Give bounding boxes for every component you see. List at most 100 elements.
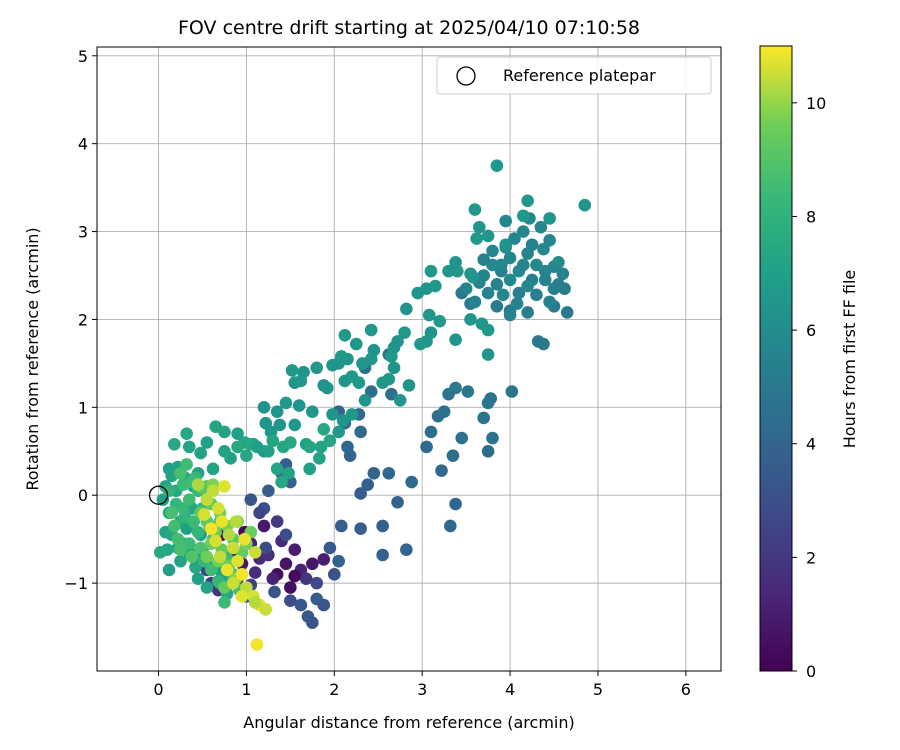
data-point xyxy=(279,557,293,571)
data-point xyxy=(424,264,438,278)
data-point xyxy=(516,225,530,238)
data-point xyxy=(180,458,193,471)
x-tick-label: 6 xyxy=(681,680,691,699)
data-point xyxy=(466,270,480,284)
data-point xyxy=(449,333,462,346)
data-point xyxy=(543,295,556,309)
data-point xyxy=(400,302,413,316)
data-point xyxy=(437,405,451,419)
data-point xyxy=(405,475,418,489)
data-point xyxy=(376,376,389,390)
y-axis-ticks: −1 0 1 2 3 4 5 xyxy=(64,47,97,593)
data-point xyxy=(367,343,381,357)
y-axis-label: Rotation from reference (arcmin) xyxy=(23,227,42,490)
data-point xyxy=(326,408,339,421)
data-point xyxy=(213,550,227,564)
data-point xyxy=(503,251,517,265)
data-point xyxy=(505,385,519,398)
data-point xyxy=(525,238,539,252)
data-point xyxy=(444,519,457,533)
data-point xyxy=(446,449,460,462)
data-point xyxy=(494,258,508,272)
data-point xyxy=(244,493,258,506)
data-point xyxy=(306,616,319,629)
data-point xyxy=(459,282,473,295)
data-point xyxy=(200,493,214,506)
data-point xyxy=(306,557,319,571)
data-point xyxy=(481,396,495,410)
data-point xyxy=(211,502,225,515)
data-point xyxy=(182,493,196,506)
data-point xyxy=(508,232,521,245)
data-point xyxy=(464,313,477,326)
data-point xyxy=(354,522,367,535)
data-point xyxy=(156,493,170,506)
data-point xyxy=(385,387,398,401)
data-point xyxy=(503,308,517,322)
data-point xyxy=(270,515,284,528)
legend: Reference platepar xyxy=(436,56,712,95)
data-point xyxy=(429,279,442,293)
data-point xyxy=(204,563,218,577)
colorbar-tick-label: 0 xyxy=(806,662,816,681)
data-point xyxy=(361,478,374,491)
data-point xyxy=(411,286,425,300)
data-point xyxy=(345,370,359,383)
x-tick-label: 5 xyxy=(593,680,603,699)
x-axis-label: Angular distance from reference (arcmin) xyxy=(243,713,574,732)
data-point xyxy=(552,256,565,269)
colorbar-tick-label: 4 xyxy=(806,435,816,454)
data-point xyxy=(338,328,352,342)
data-point xyxy=(496,288,510,302)
data-point xyxy=(477,411,491,425)
data-point xyxy=(288,543,302,557)
y-tick-label: 3 xyxy=(78,223,88,242)
data-point xyxy=(238,532,251,546)
data-point xyxy=(259,603,273,616)
data-point xyxy=(279,528,293,542)
legend-label: Reference platepar xyxy=(503,66,656,85)
legend-marker-icon xyxy=(456,66,476,86)
data-point xyxy=(455,431,469,445)
data-point xyxy=(364,323,378,337)
data-point xyxy=(385,350,398,363)
data-point xyxy=(165,506,179,520)
data-point xyxy=(449,256,462,269)
data-point xyxy=(335,519,348,533)
data-point xyxy=(398,326,411,339)
data-point xyxy=(481,348,495,361)
data-point xyxy=(317,598,331,612)
data-point xyxy=(336,414,350,427)
data-point xyxy=(257,401,271,414)
data-point xyxy=(481,444,495,458)
data-point xyxy=(414,337,427,351)
grid-lines xyxy=(97,47,721,671)
data-point xyxy=(382,466,396,480)
x-axis-ticks: 0 1 2 3 4 5 6 xyxy=(153,671,691,699)
data-point xyxy=(174,543,187,557)
data-point xyxy=(538,273,552,287)
data-point xyxy=(468,295,482,309)
y-tick-label: 2 xyxy=(78,310,88,329)
data-point xyxy=(534,220,548,234)
x-tick-label: 1 xyxy=(241,680,251,699)
data-point xyxy=(521,194,534,208)
data-point xyxy=(354,425,367,439)
data-point xyxy=(182,440,196,454)
data-point xyxy=(248,566,262,579)
data-point xyxy=(332,425,345,439)
data-point xyxy=(422,308,436,322)
data-point xyxy=(376,519,389,533)
colorbar-tick-label: 8 xyxy=(806,207,816,226)
data-point xyxy=(194,446,208,460)
data-point xyxy=(176,502,190,515)
data-point xyxy=(503,273,517,287)
data-point xyxy=(481,229,495,243)
data-point xyxy=(270,405,284,419)
data-point xyxy=(250,440,264,454)
data-point xyxy=(349,337,363,351)
data-point xyxy=(306,405,319,419)
data-point xyxy=(187,515,200,528)
data-point xyxy=(229,515,243,528)
